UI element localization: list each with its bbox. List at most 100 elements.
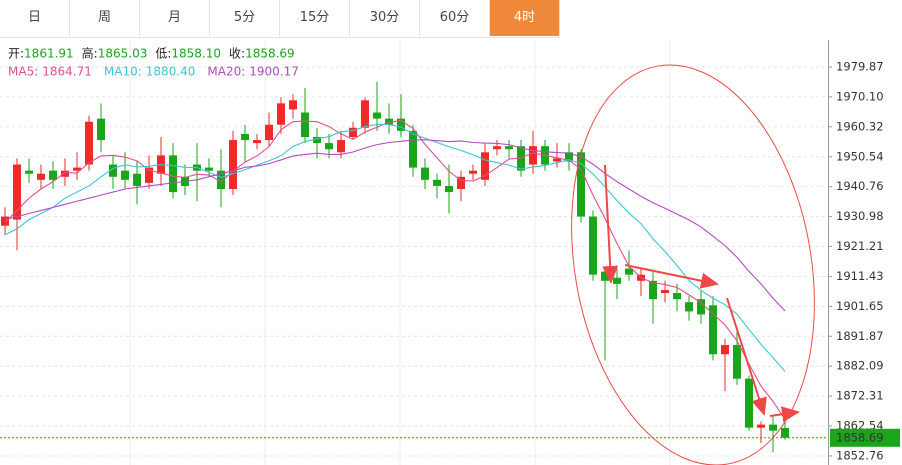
last-price-label: 1858.69 — [836, 430, 884, 444]
legend-name: MA20: — [207, 65, 245, 79]
annotations — [571, 64, 815, 465]
candle-body — [625, 268, 633, 275]
candle-body — [733, 345, 741, 379]
candle-body — [721, 345, 729, 355]
legend-value: 1900.17 — [249, 65, 299, 79]
candle-body — [25, 170, 33, 174]
candle-body — [97, 118, 105, 141]
y-tick-label: 1950.54 — [836, 149, 884, 163]
candle-body — [577, 152, 585, 217]
candle-body — [661, 289, 669, 294]
legend-value: 1864.71 — [42, 65, 92, 79]
y-tick-label: 1891.87 — [836, 329, 884, 343]
annotation-ellipse — [571, 64, 815, 465]
y-tick-label: 1921.21 — [836, 239, 884, 253]
period-tab[interactable]: 30分 — [350, 0, 420, 36]
y-tick-label: 1940.76 — [836, 179, 884, 193]
legend-name: MA10: — [104, 65, 142, 79]
quote-value: 1858.10 — [171, 47, 221, 61]
candle-body — [49, 170, 57, 180]
quote-value: 1865.03 — [98, 47, 148, 61]
candle-body — [421, 167, 429, 180]
candle-body — [613, 277, 621, 284]
quote-value: 1861.91 — [24, 47, 74, 61]
candle-body — [349, 127, 357, 137]
quote-label: 低: — [155, 47, 171, 61]
candle-body — [433, 179, 441, 186]
candle-body — [697, 299, 705, 315]
candle-body — [493, 146, 501, 150]
candle-body — [133, 173, 141, 186]
candle-body — [253, 140, 261, 144]
candle-body — [601, 271, 609, 281]
y-tick-label: 1979.87 — [836, 60, 884, 74]
candle-body — [385, 118, 393, 125]
annotation-arrow — [769, 406, 800, 423]
candle-body — [337, 140, 345, 153]
candle-body — [85, 121, 93, 165]
period-tab[interactable]: 日 — [0, 0, 70, 36]
candle-body — [553, 158, 561, 162]
y-tick-label: 1852.76 — [836, 448, 884, 462]
candle-body — [781, 427, 789, 438]
candle-body — [13, 164, 21, 220]
candle-body — [649, 280, 657, 300]
period-tab[interactable]: 月 — [140, 0, 210, 36]
candle-body — [757, 424, 765, 428]
candle-body — [61, 170, 69, 177]
quote-value: 1858.69 — [245, 47, 295, 61]
candle-body — [505, 146, 513, 150]
period-tab[interactable]: 5分 — [210, 0, 280, 36]
annotation-arrow — [624, 264, 719, 289]
candle-body — [589, 216, 597, 275]
candle-body — [481, 152, 489, 180]
period-tab[interactable]: 4时 — [490, 0, 560, 36]
candle-body — [109, 164, 117, 177]
ma-line — [4, 123, 786, 372]
y-tick-label: 1911.43 — [836, 269, 884, 283]
candle-body — [769, 424, 777, 431]
candle-body — [313, 136, 321, 144]
y-tick-label: 1872.31 — [836, 389, 884, 403]
candle-body — [169, 155, 177, 193]
y-tick-label: 1960.32 — [836, 119, 884, 133]
candle-body — [397, 118, 405, 131]
candle-body — [289, 100, 297, 110]
candle-body — [565, 152, 573, 162]
candle-body — [685, 302, 693, 312]
candle-body — [745, 378, 753, 428]
candle-body — [121, 170, 129, 180]
candle-body — [445, 185, 453, 193]
candle-body — [325, 143, 333, 150]
candle-body — [73, 167, 81, 171]
ma-line — [4, 119, 786, 420]
candle-body — [673, 293, 681, 300]
candle-body — [205, 167, 213, 171]
candle-body — [373, 112, 381, 119]
candle-body — [241, 133, 249, 141]
legend-value: 1880.40 — [146, 65, 196, 79]
candle-body — [529, 146, 537, 165]
candle-body — [469, 170, 477, 174]
candle-body — [1, 216, 9, 226]
candle-body — [361, 100, 369, 128]
candle-body — [217, 170, 225, 190]
candle-body — [709, 305, 717, 355]
y-tick-label: 1882.09 — [836, 359, 884, 373]
annotation-arrow — [726, 297, 767, 416]
candle-body — [301, 112, 309, 137]
candle-body — [277, 103, 285, 125]
candle-body — [409, 130, 417, 168]
period-tab[interactable]: 15分 — [280, 0, 350, 36]
period-tab[interactable]: 60分 — [420, 0, 490, 36]
candle-body — [145, 167, 153, 183]
legend-name: MA5: — [8, 65, 38, 79]
y-tick-label: 1901.65 — [836, 299, 884, 313]
candle-body — [457, 176, 465, 190]
quote-label: 开: — [8, 47, 24, 61]
period-tab[interactable]: 周 — [70, 0, 140, 36]
y-tick-label: 1930.98 — [836, 209, 884, 223]
period-tabs: 日周月 5分 15分 30分 60分 4时 — [0, 0, 560, 38]
